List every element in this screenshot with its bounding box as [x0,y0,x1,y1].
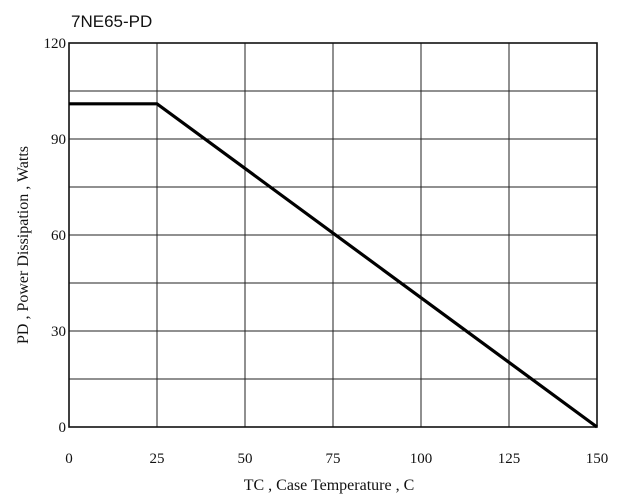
chart-title: 7NE65-PD [71,12,152,31]
y-tick-label: 30 [51,324,66,340]
x-tick-label: 150 [586,451,609,467]
plot-frame [68,42,598,428]
x-tick-label: 50 [238,451,253,467]
y-tick-label: 120 [44,36,67,52]
series-line-0 [69,102,598,429]
x-tick-label: 75 [326,451,341,467]
x-tick-label: 125 [498,451,521,467]
x-axis-label: TC , Case Temperature , C [244,477,415,494]
x-tick-label: 0 [65,451,73,467]
x-tick-label: 25 [150,451,165,467]
x-tick-labels: 0 25 50 75 100 125 150 [65,451,608,467]
y-tick-label: 90 [51,132,66,148]
series-group [69,102,598,429]
x-tick-label: 100 [410,451,433,467]
grid [68,42,598,428]
y-tick-label: 60 [51,228,66,244]
y-axis-label: PD , Power Dissipation , Watts [15,146,32,344]
y-tick-label: 0 [59,420,67,436]
y-tick-labels: 0 30 60 90 120 [44,36,67,436]
